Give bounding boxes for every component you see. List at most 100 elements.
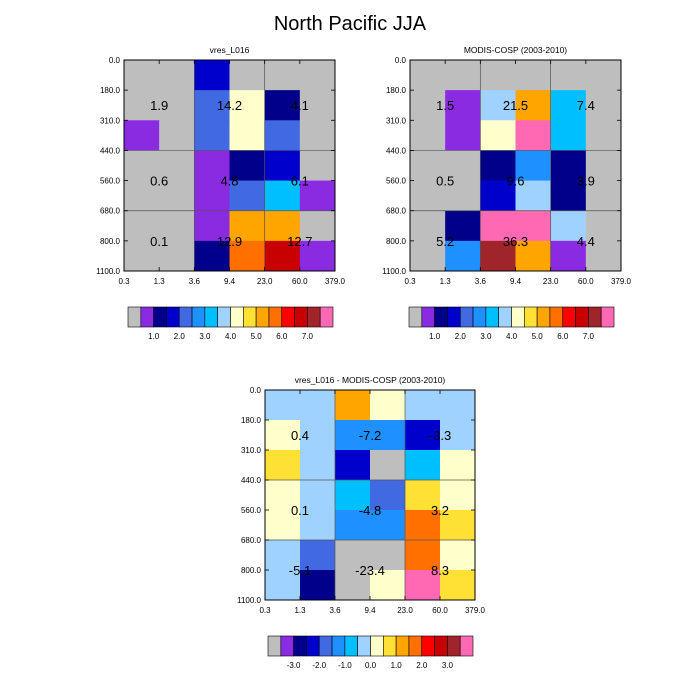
x-tick-label: 23.0 [397,606,413,615]
group-value-label: 0.5 [436,174,454,189]
x-tick-label: 0.3 [404,277,416,286]
heatmap-cell [159,240,195,272]
heatmap-cell [405,480,441,511]
heatmap-cell [265,540,301,571]
colorbar-swatch [383,635,397,657]
colorbar-label: 4.0 [506,332,518,341]
heatmap-cell [194,60,230,91]
colorbar-swatch [434,635,448,657]
colorbar-label: -3.0 [287,661,301,670]
group-value-label: 0.1 [291,503,309,518]
x-tick-label: 379.0 [325,277,346,286]
colorbar-label: -1.0 [338,661,352,670]
x-tick-label: 9.4 [224,277,236,286]
heatmap-cell [445,210,481,242]
heatmap-cell [265,390,301,421]
colorbar-swatch [140,306,154,328]
heatmap-cell [229,120,266,151]
heatmap-cell [515,90,552,121]
group-value-label: 14.2 [217,98,242,113]
chart-panel-1: vres_L016 1.9 14.2 4.1 0.6 4.8 6.1 0.1 12.9 12.7 0… [96,45,345,341]
heatmap-cell [480,150,516,181]
colorbar-swatch [408,635,423,657]
heatmap-cell [194,180,230,212]
heatmap-cell [159,120,195,151]
heatmap-cell [194,150,230,181]
colorbar-swatch [344,635,358,657]
colorbar-label: 6.0 [276,332,288,341]
colorbar-label: 7.0 [302,332,314,341]
colorbar-swatch [166,306,180,328]
heatmap-cell [370,570,406,601]
heatmap-cell [480,180,516,212]
chart-panel-3: vres_L016 - MODIS-COSP (2003-2010) 0.4 -7.… [237,375,485,670]
colorbar-swatch [318,635,333,657]
colorbar-swatch [549,306,564,328]
heatmap-cell [480,60,516,91]
heatmap-cell [300,390,336,421]
heatmap-cell [585,210,622,242]
heatmap-cell [194,90,230,121]
colorbar-label: 2.0 [416,661,428,670]
heatmap-cell [299,60,336,91]
heatmap-cell [159,90,195,121]
heatmap-cell [265,420,301,451]
colorbar-label: 4.0 [225,332,237,341]
group-value-label: 7.4 [577,98,595,113]
heatmap-cell [264,60,301,91]
colorbar-swatch [357,635,371,657]
heatmap-cell [515,180,552,212]
colorbar: 1.0 2.0 3.0 4.0 5.0 6.0 7.0 [408,306,615,341]
x-tick-label: 1.3 [154,277,166,286]
y-tick-label: 310.0 [241,446,262,455]
heatmap-cell [229,240,266,272]
group-value-label: 21.5 [503,98,528,113]
colorbar-swatch [178,306,193,328]
y-tick-label: 680.0 [100,207,121,216]
y-tick-label: 680.0 [241,536,262,545]
x-tick-label: 3.6 [475,277,487,286]
heatmap-cell [550,210,587,242]
heatmap-cell [370,540,406,571]
heatmap-cell [124,150,160,181]
colorbar-swatch [306,635,320,657]
colorbar-label: 1.0 [148,332,160,341]
colorbar-swatch [447,306,461,328]
x-tick-label: 60.0 [292,277,308,286]
heatmap-cell [480,240,516,272]
x-tick-label: 3.6 [329,606,341,615]
heatmap-cell [445,120,481,151]
group-value-label: 1.5 [436,98,454,113]
y-tick-label: 180.0 [100,86,121,95]
heatmap-cell [229,60,266,91]
y-tick-label: 680.0 [386,207,407,216]
colorbar-swatch [153,306,167,328]
heatmap-cell [405,570,441,601]
x-tick-label: 9.4 [510,277,522,286]
heatmap-cell [440,480,476,511]
x-tick-label: 23.0 [257,277,273,286]
heatmap-cell [299,150,336,181]
colorbar-swatch [498,306,512,328]
heatmap-cell [550,150,587,181]
x-tick-label: 3.6 [189,277,201,286]
heatmap-cell [550,60,587,91]
colorbar-swatch [421,306,435,328]
x-tick-label: 9.4 [364,606,376,615]
heatmap-cell [335,540,371,571]
colorbar-label: 2.0 [455,332,467,341]
colorbar-swatch [434,306,448,328]
y-tick-label: 440.0 [241,476,262,485]
heatmap-cell [410,120,446,151]
heatmap-cell [299,240,336,272]
colorbar-label: 1.0 [429,332,441,341]
heatmap-cell [445,60,481,91]
heatmap-cell [265,570,301,601]
y-tick-label: 1100.0 [96,267,120,276]
heatmap-cell [410,240,446,272]
chart-panel-2: MODIS-COSP (2003-2010) 1.5 21.5 7.4 0.5 9.6 3.… [382,45,631,341]
heatmap-cell [265,450,301,481]
colorbar-swatch [588,306,602,328]
heatmap-cell [335,480,371,511]
colorbar-swatch [230,306,244,328]
